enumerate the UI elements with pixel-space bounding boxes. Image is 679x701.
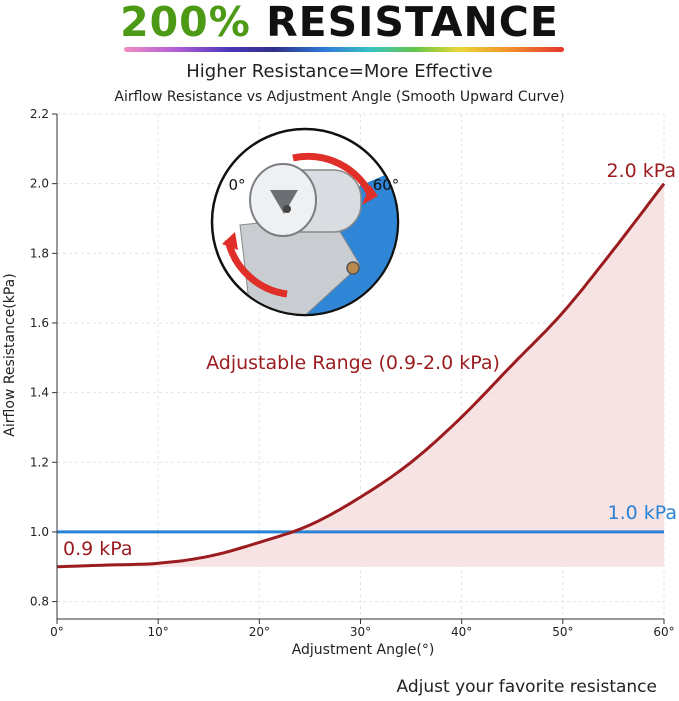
y-tick-label: 1.0 — [30, 525, 49, 539]
chart-title: Airflow Resistance vs Adjustment Angle (… — [114, 89, 565, 105]
range-label: Adjustable Range (0.9-2.0 kPa) — [206, 352, 500, 374]
y-tick-label: 1.6 — [30, 316, 49, 330]
axes — [52, 113, 665, 624]
inset-left-label: 0° — [228, 176, 245, 194]
headline-percent: 200% — [120, 0, 251, 46]
y-tick-label: 1.4 — [30, 386, 49, 400]
resistance-curve — [56, 182, 666, 569]
x-axis-label: Adjustment Angle(°) — [292, 642, 435, 658]
inset-right-label: 60° — [373, 176, 400, 194]
x-tick-label: 40° — [451, 625, 472, 639]
hinge-inset-image: 0° 60° — [210, 127, 400, 317]
headline: 200% RESISTANCE — [0, 0, 679, 46]
x-tick-label: 0° — [50, 625, 64, 639]
y-tick-label: 2.2 — [30, 107, 49, 121]
y-axis-label: Airflow Resistance(kPa) — [2, 273, 18, 436]
rainbow-divider — [124, 47, 564, 52]
reference-value-label: 1.0 kPa — [607, 502, 677, 524]
x-tick-label: 10° — [148, 625, 169, 639]
end-value-label: 2.0 kPa — [606, 160, 676, 182]
tick-labels: 0° 10° 20° 30° 40° 50° 60° 0.8 1.0 1.2 1.4 1.6 1.8 2.… — [30, 107, 675, 639]
start-value-label: 0.9 kPa — [63, 538, 133, 560]
x-tick-label: 60° — [653, 625, 674, 639]
footer-note: Adjust your favorite resistance — [396, 677, 657, 697]
y-tick-label: 0.8 — [30, 595, 49, 609]
y-tick-label: 1.8 — [30, 246, 49, 260]
y-tick-label: 1.2 — [30, 455, 49, 469]
headline-word: RESISTANCE — [266, 0, 559, 46]
x-tick-label: 30° — [350, 625, 371, 639]
x-tick-label: 20° — [249, 625, 270, 639]
subtitle: Higher Resistance=More Effective — [186, 61, 493, 82]
x-tick-label: 50° — [552, 625, 573, 639]
range-fill-area — [57, 183, 664, 567]
y-tick-label: 2.0 — [30, 177, 49, 191]
